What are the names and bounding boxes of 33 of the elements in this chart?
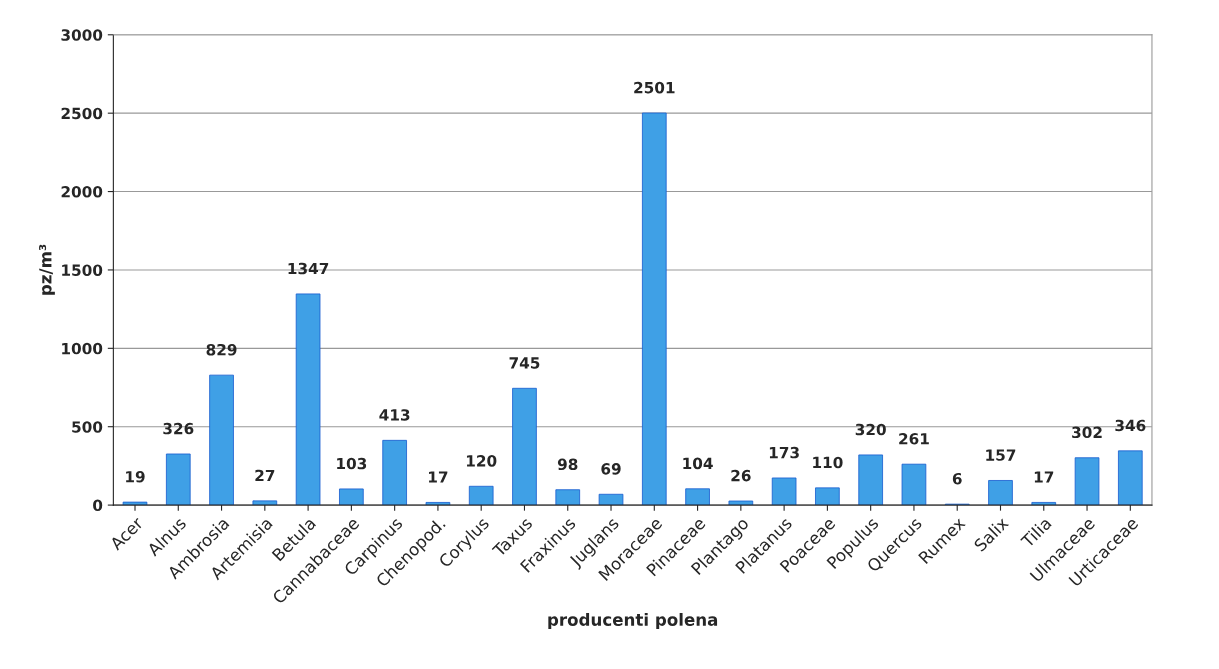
- y-tick-label: 1500: [62, 264, 103, 276]
- data-label: 98: [557, 458, 578, 471]
- data-label: 829: [206, 343, 237, 356]
- y-tick-label: 2000: [61, 186, 103, 198]
- data-label: 69: [601, 463, 621, 475]
- data-label: 302: [1072, 426, 1102, 439]
- data-label: 1347: [288, 262, 329, 275]
- data-label: 17: [1034, 471, 1054, 483]
- data-label: 104: [683, 457, 713, 470]
- data-label: 103: [337, 457, 367, 470]
- x-axis-title: producenti polena: [548, 612, 718, 630]
- data-label: 346: [1115, 419, 1146, 432]
- data-label: 157: [986, 449, 1016, 461]
- data-label: 326: [163, 422, 194, 435]
- data-label: 120: [466, 455, 497, 467]
- data-label: 6: [952, 472, 962, 485]
- y-tick-label: 500: [72, 421, 103, 433]
- data-label: 2501: [634, 81, 675, 94]
- y-tick-label: 3000: [61, 29, 103, 41]
- data-label: 26: [731, 469, 751, 482]
- data-label: 261: [899, 433, 929, 445]
- data-label: 413: [379, 409, 410, 421]
- data-label: 110: [813, 456, 843, 469]
- data-label: 320: [855, 423, 886, 436]
- data-label: 745: [509, 357, 540, 369]
- y-axis-title: pz/m³: [39, 244, 55, 295]
- data-label: 173: [769, 446, 799, 459]
- y-tick-label: 0: [93, 499, 103, 512]
- y-tick-label: 1000: [62, 342, 103, 355]
- data-label: 17: [429, 471, 448, 483]
- data-label: 27: [255, 469, 275, 482]
- y-tick-label: 2500: [61, 107, 103, 120]
- data-label: 19: [126, 470, 145, 483]
